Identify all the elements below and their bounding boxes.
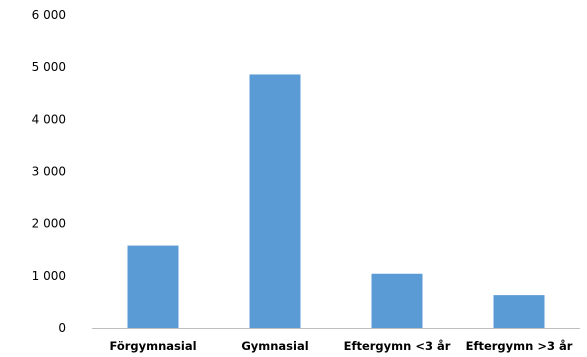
bar — [249, 74, 301, 328]
bar — [371, 273, 423, 328]
y-tick-label: 3 000 — [32, 165, 66, 179]
bar — [493, 295, 545, 328]
x-category-label: Gymnasial — [241, 339, 308, 353]
x-axis-category-labels: Förgymnasial Gymnasial Eftergymn <3 år Efte… — [109, 339, 572, 353]
x-category-label: Eftergymn <3 år — [344, 339, 451, 353]
y-axis-ticks: 0 1 000 2 000 3 000 4 000 5 000 6 000 — [32, 8, 66, 335]
y-tick-label: 0 — [58, 321, 66, 335]
y-tick-label: 2 000 — [32, 217, 66, 231]
bar — [127, 245, 179, 328]
y-tick-label: 6 000 — [32, 8, 66, 22]
y-tick-label: 4 000 — [32, 112, 66, 126]
y-tick-label: 1 000 — [32, 269, 66, 283]
x-category-label: Förgymnasial — [109, 339, 196, 353]
bars — [127, 74, 545, 328]
x-category-label: Eftergymn >3 år — [466, 339, 573, 353]
y-tick-label: 5 000 — [32, 60, 66, 74]
